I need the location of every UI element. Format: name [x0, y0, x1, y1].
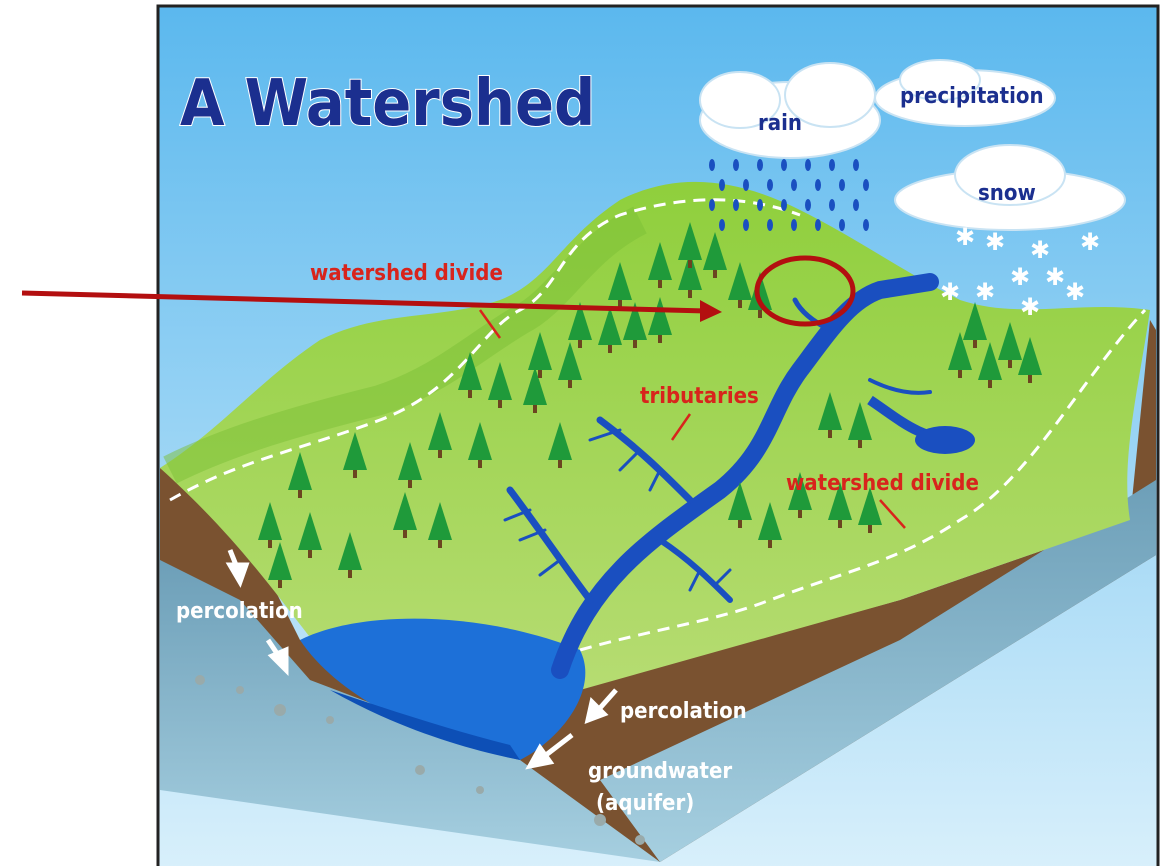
raindrop	[815, 219, 821, 231]
tree-trunk	[958, 370, 962, 378]
snowflake: ✱	[1065, 278, 1085, 306]
tree-trunk	[868, 525, 872, 533]
tree-trunk	[353, 470, 357, 478]
flow-label: percolation	[620, 699, 747, 724]
tree-trunk	[688, 290, 692, 298]
tree-trunk	[403, 530, 407, 538]
tree-trunk	[348, 570, 352, 578]
diagram: ✱✱✱✱✱✱✱✱✱✱ A Watershed rain precipitatio…	[0, 0, 1164, 866]
snowflake: ✱	[1080, 228, 1100, 256]
tree-trunk	[298, 490, 302, 498]
tree-trunk	[568, 380, 572, 388]
raindrop	[757, 159, 763, 171]
tree-trunk	[1028, 375, 1032, 383]
tree-trunk	[758, 310, 762, 318]
tree-trunk	[858, 440, 862, 448]
raindrop	[853, 159, 859, 171]
raindrop	[743, 219, 749, 231]
raindrop	[767, 219, 773, 231]
raindrop	[733, 199, 739, 211]
raindrop	[791, 219, 797, 231]
raindrop	[829, 159, 835, 171]
tree-trunk	[988, 380, 992, 388]
tree-trunk	[713, 270, 717, 278]
tree-trunk	[468, 390, 472, 398]
raindrop	[805, 159, 811, 171]
raindrop	[863, 219, 869, 231]
page: {"title": "A Watershed", "clouds": [{"la…	[0, 0, 1164, 866]
tree-trunk	[538, 370, 542, 378]
raindrop	[815, 179, 821, 191]
raindrop	[709, 199, 715, 211]
tree-trunk	[688, 260, 692, 268]
tree-trunk	[1008, 360, 1012, 368]
pond	[915, 426, 975, 454]
snowflake: ✱	[940, 278, 960, 306]
tree-trunk	[278, 580, 282, 588]
aquifer-label: (aquifer)	[596, 791, 694, 816]
cloud-label: rain	[758, 111, 802, 136]
raindrop	[719, 219, 725, 231]
flow-label: percolation	[176, 599, 303, 624]
tree-trunk	[308, 550, 312, 558]
aquifer-label: groundwater	[588, 759, 732, 784]
tree-trunk	[738, 300, 742, 308]
tree-trunk	[438, 450, 442, 458]
raindrop	[805, 199, 811, 211]
raindrop	[767, 179, 773, 191]
cloud-label: snow	[978, 181, 1036, 206]
raindrop	[791, 179, 797, 191]
raindrop	[709, 159, 715, 171]
raindrop	[853, 199, 859, 211]
raindrop	[733, 159, 739, 171]
callout-label: tributaries	[640, 384, 759, 409]
tree-trunk	[633, 340, 637, 348]
tree-trunk	[438, 540, 442, 548]
raindrop	[781, 159, 787, 171]
tree-trunk	[533, 405, 537, 413]
raindrop	[757, 199, 763, 211]
tree-trunk	[498, 400, 502, 408]
raindrop	[839, 179, 845, 191]
tree-trunk	[838, 520, 842, 528]
snowflake: ✱	[985, 228, 1005, 256]
tree-trunk	[798, 510, 802, 518]
tree-trunk	[478, 460, 482, 468]
tree-trunk	[658, 280, 662, 288]
tree-trunk	[268, 540, 272, 548]
tree-trunk	[768, 540, 772, 548]
raindrop	[829, 199, 835, 211]
tree-trunk	[658, 335, 662, 343]
tree-trunk	[558, 460, 562, 468]
title: A Watershed	[180, 67, 595, 141]
snowflake: ✱	[1045, 263, 1065, 291]
snowflake: ✱	[1010, 263, 1030, 291]
snowflake: ✱	[975, 278, 995, 306]
callout-label: watershed divide	[310, 261, 503, 286]
cloud-label: precipitation	[900, 84, 1044, 109]
callout-label: watershed divide	[786, 471, 979, 496]
snowflake: ✱	[955, 223, 975, 251]
raindrop	[743, 179, 749, 191]
raindrop	[839, 219, 845, 231]
snowflake: ✱	[1020, 293, 1040, 321]
tree-trunk	[828, 430, 832, 438]
tree-trunk	[738, 520, 742, 528]
raindrop	[781, 199, 787, 211]
raindrop	[719, 179, 725, 191]
tree-trunk	[578, 340, 582, 348]
raindrop	[863, 179, 869, 191]
tree-trunk	[973, 340, 977, 348]
tree-trunk	[608, 345, 612, 353]
tree-trunk	[408, 480, 412, 488]
snowflake: ✱	[1030, 236, 1050, 264]
